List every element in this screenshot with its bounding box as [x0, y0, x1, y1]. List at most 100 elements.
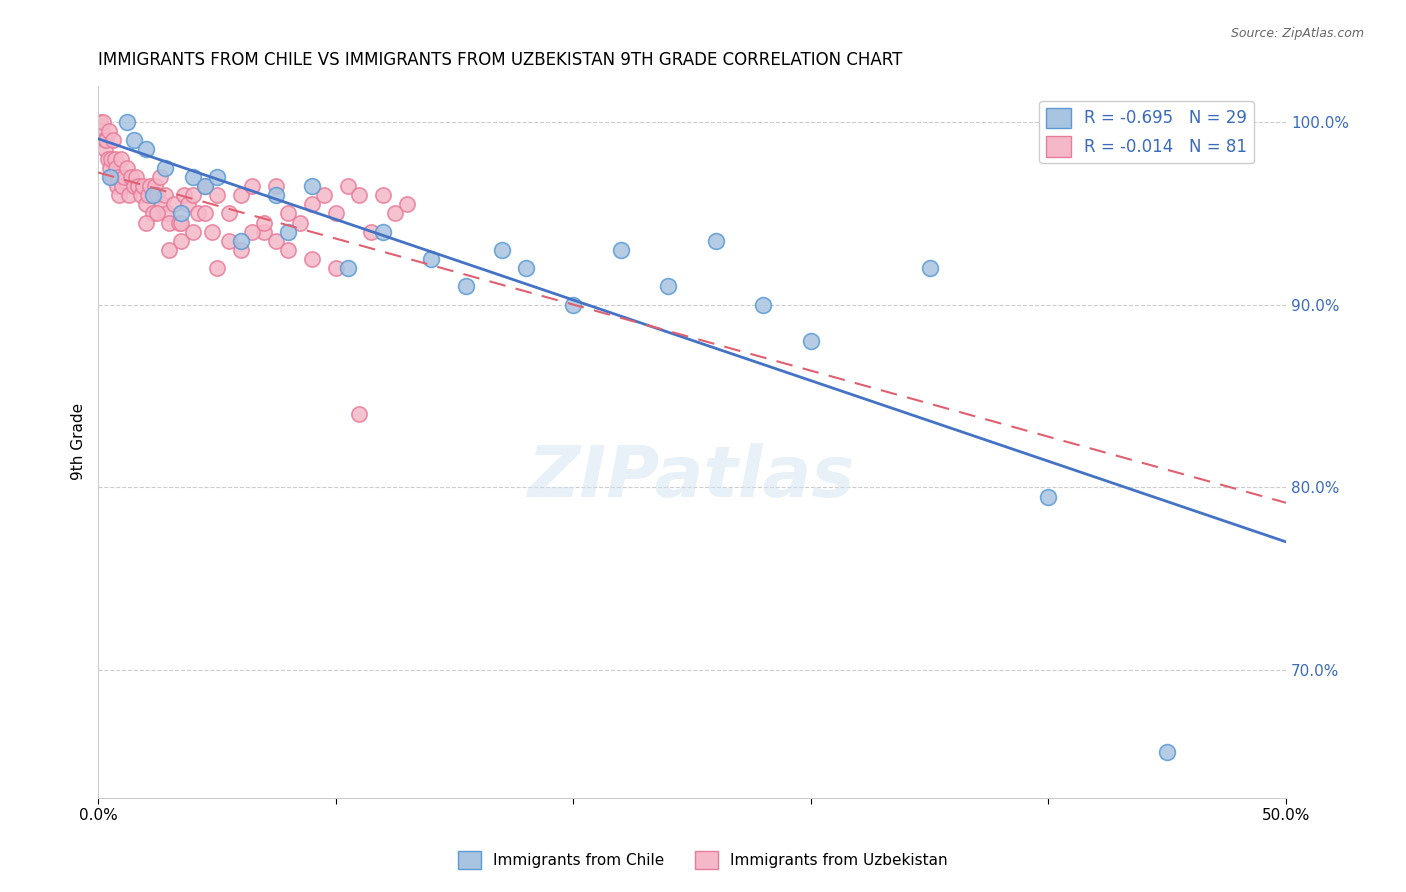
Point — [205, 169, 228, 184]
Point — [149, 169, 172, 184]
Point — [110, 152, 132, 166]
Point — [101, 169, 124, 184]
Point — [325, 206, 347, 220]
Point — [918, 261, 941, 276]
Point — [277, 225, 299, 239]
Point — [104, 161, 127, 175]
Point — [136, 188, 159, 202]
Point — [142, 188, 165, 202]
Point — [218, 234, 240, 248]
Point — [170, 234, 193, 248]
Point — [264, 179, 287, 194]
Point — [90, 124, 112, 138]
Point — [456, 279, 478, 293]
Point — [100, 152, 122, 166]
Point — [657, 279, 679, 293]
Point — [103, 133, 125, 147]
Point — [146, 188, 169, 202]
Point — [194, 179, 217, 194]
Point — [562, 298, 585, 312]
Point — [89, 115, 111, 129]
Legend: R = -0.695   N = 29, R = -0.014   N = 81: R = -0.695 N = 29, R = -0.014 N = 81 — [1039, 101, 1254, 163]
Point — [515, 261, 537, 276]
Point — [301, 252, 323, 266]
Point — [360, 225, 382, 239]
Point — [800, 334, 823, 349]
Point — [98, 169, 121, 184]
Point — [127, 179, 149, 194]
Point — [122, 179, 145, 194]
Point — [135, 143, 157, 157]
Point — [349, 408, 371, 422]
Point — [229, 243, 252, 257]
Point — [373, 225, 395, 239]
Point — [242, 225, 264, 239]
Point — [129, 188, 152, 202]
Point — [104, 152, 127, 166]
Point — [704, 234, 727, 248]
Text: ZIPatlas: ZIPatlas — [529, 443, 856, 512]
Point — [277, 206, 299, 220]
Point — [96, 152, 118, 166]
Point — [1156, 745, 1178, 759]
Point — [384, 206, 406, 220]
Point — [218, 206, 240, 220]
Point — [120, 169, 142, 184]
Point — [288, 215, 311, 229]
Point — [146, 206, 169, 220]
Point — [395, 197, 418, 211]
Point — [1038, 490, 1060, 504]
Point — [91, 115, 114, 129]
Point — [229, 234, 252, 248]
Point — [253, 215, 276, 229]
Point — [153, 188, 176, 202]
Point — [118, 188, 141, 202]
Point — [93, 133, 115, 147]
Point — [264, 188, 287, 202]
Point — [163, 197, 186, 211]
Point — [336, 179, 359, 194]
Point — [157, 215, 180, 229]
Text: IMMIGRANTS FROM CHILE VS IMMIGRANTS FROM UZBEKISTAN 9TH GRADE CORRELATION CHART: IMMIGRANTS FROM CHILE VS IMMIGRANTS FROM… — [98, 51, 903, 69]
Legend: Immigrants from Chile, Immigrants from Uzbekistan: Immigrants from Chile, Immigrants from U… — [453, 845, 953, 875]
Point — [229, 188, 252, 202]
Point — [187, 206, 209, 220]
Point — [94, 143, 117, 157]
Point — [277, 243, 299, 257]
Point — [111, 179, 134, 194]
Point — [112, 169, 135, 184]
Point — [115, 161, 138, 175]
Point — [170, 215, 193, 229]
Point — [156, 206, 179, 220]
Point — [752, 298, 775, 312]
Y-axis label: 9th Grade: 9th Grade — [72, 403, 86, 481]
Point — [115, 115, 138, 129]
Point — [150, 197, 173, 211]
Point — [139, 179, 162, 194]
Point — [194, 179, 217, 194]
Point — [122, 133, 145, 147]
Point — [132, 179, 155, 194]
Point — [125, 169, 148, 184]
Point — [301, 197, 323, 211]
Point — [153, 161, 176, 175]
Point — [205, 188, 228, 202]
Point — [167, 215, 190, 229]
Point — [419, 252, 441, 266]
Point — [181, 188, 204, 202]
Point — [97, 124, 120, 138]
Point — [312, 188, 335, 202]
Point — [349, 188, 371, 202]
Point — [242, 179, 264, 194]
Point — [173, 188, 195, 202]
Point — [264, 234, 287, 248]
Point — [181, 225, 204, 239]
Point — [325, 261, 347, 276]
Point — [170, 206, 193, 220]
Point — [253, 225, 276, 239]
Point — [301, 179, 323, 194]
Point — [105, 179, 128, 194]
Point — [157, 243, 180, 257]
Point — [609, 243, 631, 257]
Point — [135, 197, 157, 211]
